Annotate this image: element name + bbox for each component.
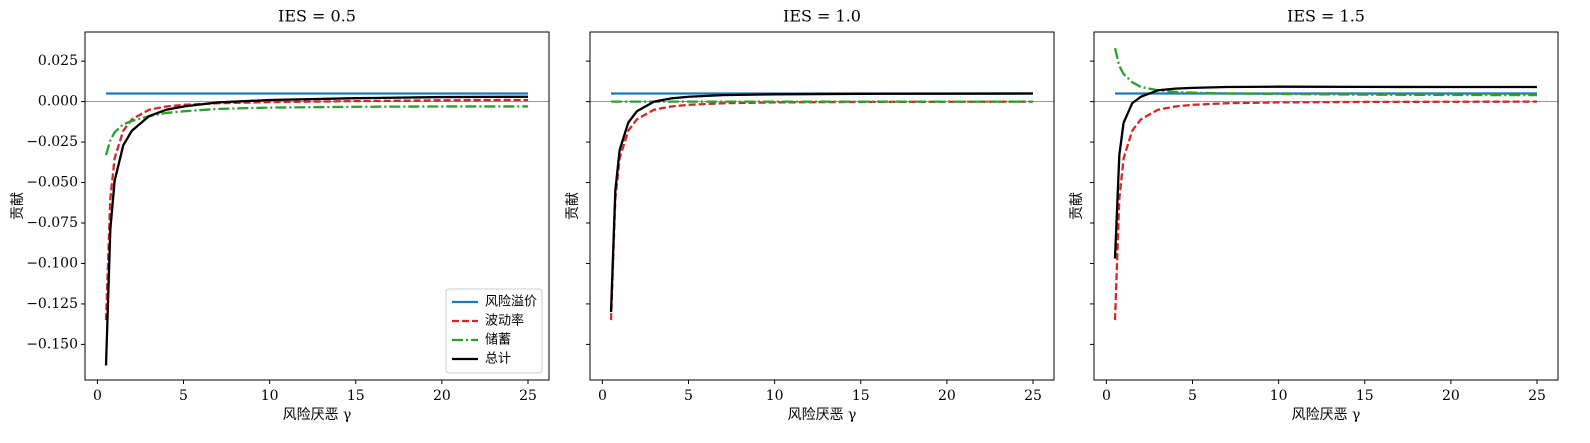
panel: IES = 1.0 风险厌恶 γ 贡献 0 5 10 15 20 25 [565, 7, 1055, 423]
x-tick-label: 0 [1102, 388, 1111, 404]
series-line [104, 98, 528, 321]
y-axis-label: 贡献 [10, 192, 26, 220]
panel: IES = 1.5 风险厌恶 γ 贡献 0 5 10 15 20 25 [1069, 7, 1559, 423]
panel: IES = 0.5 风险厌恶 γ 贡献 0 5 10 15 20 25 −0.150 −0.125 −… [10, 7, 550, 423]
y-tick-label: 0.025 [38, 53, 78, 69]
x-tick-label: 15 [1356, 388, 1374, 404]
series-line [104, 105, 528, 156]
y-axis-label: 贡献 [1069, 192, 1085, 220]
x-axis-label: 风险厌恶 γ [283, 407, 352, 423]
y-tick-label: −0.050 [26, 175, 78, 191]
y-tick-label: −0.075 [26, 215, 78, 231]
legend-label: 储蓄 [485, 333, 511, 348]
x-tick-label: 10 [766, 388, 784, 404]
plot-frame [84, 31, 550, 381]
x-tick-label: 5 [179, 388, 188, 404]
legend-label: 总计 [485, 352, 511, 367]
y-tick-label: −0.125 [26, 296, 78, 312]
x-tick-label: 0 [93, 388, 102, 404]
y-axis-label: 贡献 [565, 192, 581, 220]
x-tick-label: 10 [261, 388, 279, 404]
x-tick-label: 0 [598, 388, 607, 404]
legend-box [445, 288, 543, 374]
x-tick-label: 25 [519, 388, 537, 404]
series-line [1113, 47, 1537, 97]
y-tick-label: −0.150 [26, 336, 78, 352]
x-tick-label: 5 [1188, 388, 1197, 404]
x-tick-label: 15 [852, 388, 870, 404]
series-line [1113, 85, 1537, 259]
x-tick-label: 5 [684, 388, 693, 404]
panel-title: IES = 1.5 [1287, 7, 1365, 26]
series-line [609, 92, 1033, 313]
y-tick-label: −0.100 [26, 255, 78, 271]
x-tick-label: 15 [347, 388, 365, 404]
series-line [609, 100, 1033, 321]
plot-frame [1093, 31, 1559, 381]
panel-title: IES = 1.0 [783, 7, 861, 26]
x-tick-label: 20 [938, 388, 956, 404]
legend-label: 风险溢价 [485, 295, 537, 310]
x-axis-label: 风险厌恶 γ [1292, 407, 1361, 423]
x-tick-label: 20 [433, 388, 451, 404]
panel-title: IES = 0.5 [278, 7, 356, 26]
legend-label: 波动率 [485, 313, 524, 329]
x-tick-label: 10 [1270, 388, 1288, 404]
series-line [104, 95, 528, 366]
y-tick-label: 0.000 [38, 94, 78, 110]
series-line [1113, 100, 1537, 321]
x-tick-label: 20 [1442, 388, 1460, 404]
x-tick-label: 25 [1024, 388, 1042, 404]
plot-frame [589, 31, 1055, 381]
x-tick-label: 25 [1528, 388, 1546, 404]
x-axis-label: 风险厌恶 γ [788, 407, 857, 423]
y-tick-label: −0.025 [26, 134, 78, 150]
